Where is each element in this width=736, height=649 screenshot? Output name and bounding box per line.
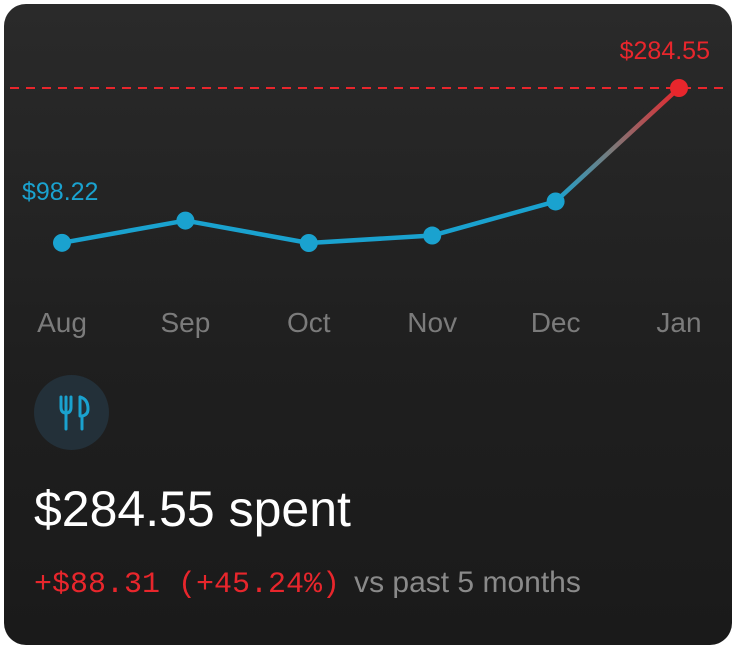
spend-delta: +$88.31 (+45.24%) [34, 568, 341, 602]
fork-knife-icon [59, 395, 89, 430]
series-line-last-segment [553, 85, 682, 204]
x-tick-oct: Oct [287, 307, 331, 338]
x-tick-sep: Sep [160, 307, 210, 338]
data-point-nov [423, 226, 442, 245]
comparison-period: vs past 5 months [354, 566, 581, 599]
x-tick-jan: Jan [656, 307, 701, 338]
spending-card [4, 4, 732, 645]
x-tick-nov: Nov [407, 307, 457, 338]
data-point-oct [299, 234, 318, 252]
last-value-label: $284.55 [620, 37, 710, 65]
data-point-dec [546, 192, 565, 211]
x-tick-aug: Aug [37, 307, 87, 338]
category-badge [34, 375, 109, 450]
comparison-line: +$88.31 (+45.24%) vs past 5 months [34, 566, 581, 602]
spent-total: $284.55 spent [34, 481, 351, 537]
x-tick-dec: Dec [531, 307, 581, 338]
spending-line-chart: Aug Sep Oct Nov Dec Jan $98.22 $284.55 [10, 37, 728, 338]
first-value-label: $98.22 [22, 178, 98, 206]
data-point-sep [176, 211, 195, 230]
data-point-aug [53, 233, 71, 252]
data-point-jan [670, 79, 688, 97]
